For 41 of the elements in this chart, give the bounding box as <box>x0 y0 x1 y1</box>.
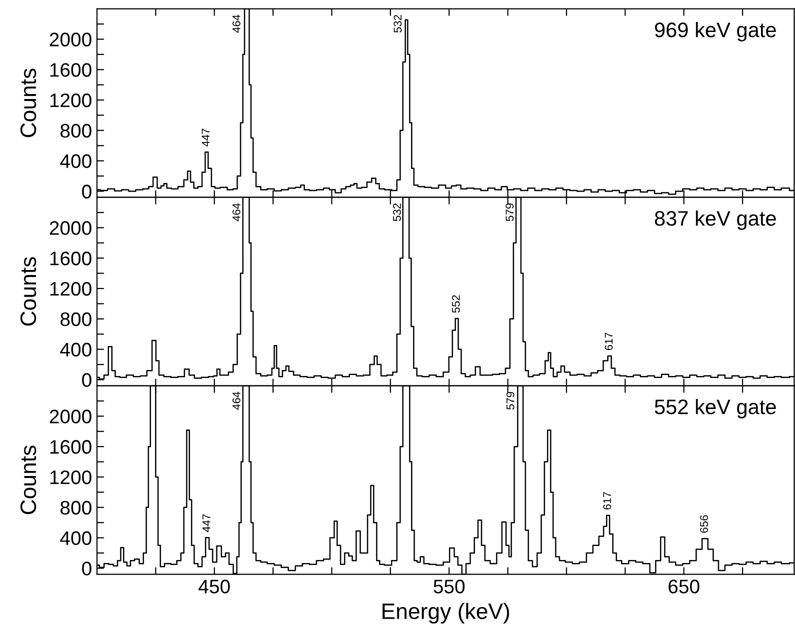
y-tick-label: 400 <box>60 342 92 357</box>
y-tick-label: 1200 <box>50 93 92 108</box>
x-tick-label: 450 <box>198 580 230 594</box>
y-tick-label: 400 <box>60 531 92 546</box>
annotation: 464 <box>232 14 240 33</box>
y-axis-title: Counts <box>20 68 36 138</box>
annotation: 617 <box>603 492 612 510</box>
x-axis-title: Energy (keV) <box>382 602 510 624</box>
y-tick-label: 800 <box>60 500 92 515</box>
y-tick-label: 400 <box>60 154 92 168</box>
y-axis-title: Counts <box>20 257 36 326</box>
annotation: 656 <box>700 515 708 533</box>
y-tick-label: 800 <box>60 312 92 326</box>
y-tick-label: 1600 <box>50 252 92 266</box>
y-tick-label: 2000 <box>50 221 92 235</box>
annotation: 617 <box>604 332 613 350</box>
text: 969 keV gate <box>654 22 776 42</box>
y-tick-label: 1600 <box>50 63 92 77</box>
y-tick-label: 2000 <box>50 32 92 46</box>
y-tick-label: 1200 <box>50 282 92 296</box>
y-tick-label: 0 <box>82 562 92 576</box>
annotation: 447 <box>202 128 210 146</box>
text: 552 keV gate <box>654 398 776 418</box>
x-tick-label: 550 <box>434 580 465 594</box>
annotation: 464 <box>232 203 240 222</box>
y-tick-label: 2000 <box>50 410 92 424</box>
x-tick-label: 650 <box>668 580 700 594</box>
y-axis-title: Counts <box>20 446 36 514</box>
annotation: 579 <box>506 203 514 222</box>
annotation: 447 <box>202 514 210 532</box>
annotation: 464 <box>232 392 240 410</box>
y-tick-label: 800 <box>60 124 92 138</box>
annotation: 579 <box>506 392 514 410</box>
y-tick-label: 0 <box>82 373 92 387</box>
annotation: 532 <box>393 204 401 222</box>
y-tick-label: 0 <box>82 184 92 198</box>
y-tick-label: 1600 <box>50 440 92 454</box>
annotation: 532 <box>394 15 402 33</box>
annotation: 552 <box>452 295 460 313</box>
text: 837 keV gate <box>654 210 776 230</box>
y-tick-label: 1200 <box>50 470 92 484</box>
